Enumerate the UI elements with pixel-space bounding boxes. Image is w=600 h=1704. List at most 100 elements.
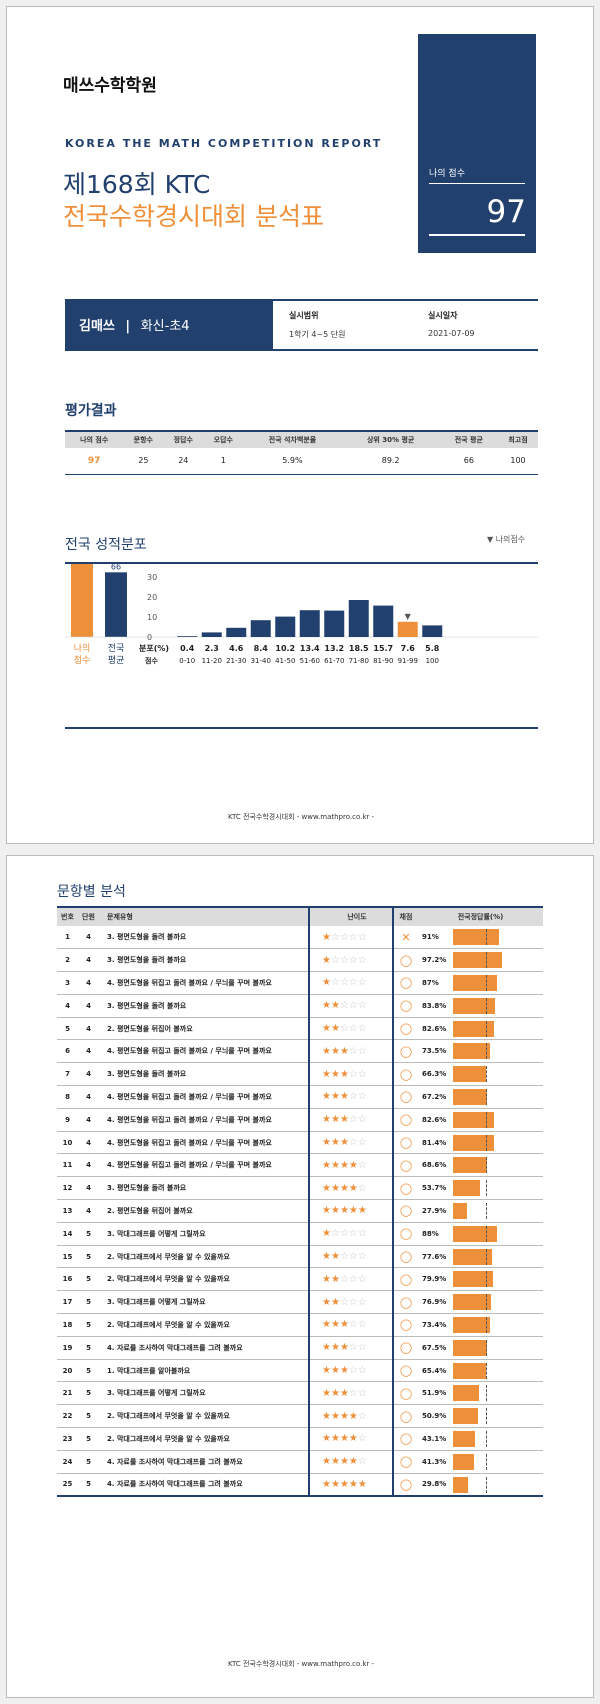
difficulty-stars: ★★★☆☆	[309, 1039, 394, 1064]
distribution-value-label: 2.3	[205, 644, 219, 653]
table-row: 12 4 3. 평면도형을 돌려 볼까요 ★★★★☆ ◯ 53.7%	[57, 1176, 543, 1201]
avg-score-bar	[105, 572, 127, 637]
star-icon: ☆	[339, 1000, 349, 1012]
star-icon: ★	[322, 1068, 331, 1080]
difficulty-stars: ★★★★☆	[309, 1404, 394, 1429]
unit-number: 5	[78, 1381, 99, 1406]
correct-rate-bar	[453, 1180, 480, 1197]
question-number: 14	[57, 1222, 78, 1246]
difficulty-stars: ★★★☆☆	[309, 1108, 394, 1132]
star-icon: ☆	[357, 1114, 367, 1126]
star-icon: ☆	[330, 954, 340, 966]
star-icon: ★	[348, 1182, 358, 1194]
star-icon: ☆	[357, 1456, 367, 1468]
correct-mark-icon: ◯	[399, 1295, 413, 1309]
question-number: 5	[57, 1017, 78, 1041]
question-type: 4. 자료를 조사하여 막대그래프를 그려 볼까요	[99, 1450, 310, 1474]
grading-mark: ◯	[393, 1336, 418, 1360]
correct-mark-icon: ◯	[399, 1181, 413, 1195]
correct-mark-icon: ◯	[399, 1432, 413, 1446]
table-row: 23 5 2. 막대그래프에서 무엇을 알 수 있을까요 ★★★★☆ ◯ 43.1%	[57, 1427, 543, 1451]
star-icon: ★	[322, 1000, 331, 1012]
star-icon: ★	[348, 1205, 358, 1217]
unit-number: 5	[78, 1290, 99, 1315]
question-number: 21	[57, 1381, 78, 1406]
question-number: 23	[57, 1427, 78, 1451]
score-range-label: 11-20	[202, 657, 222, 665]
question-number: 7	[57, 1062, 78, 1087]
correct-rate-value: 27.9%	[418, 1199, 452, 1223]
table-row: 19 5 4. 자료를 조사하여 막대그래프를 그려 볼까요 ★★★☆☆ ◯ 67.5%	[57, 1336, 543, 1360]
correct-rate-bar-cell	[452, 1313, 543, 1337]
question-type: 3. 평면도형을 돌려 볼까요	[99, 926, 310, 950]
correct-rate-value: 73.4%	[418, 1313, 452, 1337]
table-row: 16 5 2. 막대그래프에서 무엇을 알 수 있을까요 ★★☆☆☆ ◯ 79.9%	[57, 1267, 543, 1292]
my-score-label-1: 나의	[74, 643, 91, 654]
score-range-label: 81-90	[373, 657, 393, 665]
y-tick-label: 0	[147, 633, 152, 642]
correct-rate-bar	[453, 1248, 492, 1265]
difficulty-stars: ★☆☆☆☆	[309, 1222, 394, 1246]
unit-number: 5	[78, 1267, 99, 1292]
correct-mark-icon: ◯	[399, 999, 413, 1013]
correct-rate-bar-cell	[452, 1131, 543, 1155]
correct-rate-bar-cell	[452, 1404, 543, 1429]
star-icon: ★	[330, 1251, 340, 1263]
correct-rate-bar	[453, 997, 495, 1014]
score-axis-label: 점수	[145, 656, 158, 665]
question-number: 20	[57, 1359, 78, 1383]
unit-number: 4	[78, 1062, 99, 1087]
star-icon: ★	[330, 1387, 340, 1399]
star-icon: ★	[322, 954, 331, 966]
correct-rate-value: 82.6%	[418, 1108, 452, 1132]
star-icon: ★	[357, 1205, 367, 1217]
grading-mark: ◯	[393, 1131, 418, 1155]
star-icon: ★	[322, 1296, 331, 1308]
question-type: 2. 평면도형을 뒤집어 볼까요	[99, 1017, 310, 1041]
correct-rate-value: 50.9%	[418, 1404, 452, 1429]
table-row: 8 4 4. 평면도형을 뒤집고 돌려 볼까요 / 무늬를 꾸며 볼까요 ★★★☆☆ ◯…	[57, 1085, 543, 1109]
my-score-label: 나의 점수	[429, 169, 465, 179]
question-type: 4. 평면도형을 뒤집고 돌려 볼까요 / 무늬를 꾸며 볼까요	[99, 971, 310, 995]
correct-mark-icon: ◯	[399, 1455, 413, 1469]
star-icon: ★	[330, 1365, 340, 1377]
correct-rate-bar	[453, 1476, 468, 1493]
star-icon: ★	[330, 1478, 340, 1490]
score-range-label: 31-40	[251, 657, 271, 665]
correct-mark-icon: ◯	[399, 1204, 413, 1218]
question-number: 1	[57, 926, 78, 950]
correct-rate-bar	[453, 1203, 467, 1220]
header-cell: 전국 석차백분율	[243, 430, 342, 448]
question-number: 15	[57, 1245, 78, 1269]
y-tick-label: 30	[147, 573, 157, 582]
correct-rate-bar	[453, 1111, 495, 1128]
national-average-line	[486, 1453, 487, 1470]
correct-rate-bar	[453, 1020, 495, 1037]
my-score-box: 나의 점수 97	[418, 34, 536, 253]
scope-label: 실시범위	[289, 311, 319, 320]
star-icon: ★	[348, 1159, 358, 1171]
star-icon: ☆	[348, 977, 358, 989]
correct-rate-bar-cell	[452, 1108, 543, 1132]
difficulty-stars: ★★★☆☆	[309, 1313, 394, 1337]
correct-rate-value: 65.4%	[418, 1359, 452, 1383]
table-row: 21 5 3. 막대그래프를 어떻게 그릴까요 ★★★☆☆ ◯ 51.9%	[57, 1381, 543, 1406]
correct-rate-bar	[453, 1089, 487, 1106]
correct-rate-bar	[453, 929, 499, 945]
star-icon: ★	[322, 1045, 331, 1057]
difficulty-stars: ★★★☆☆	[309, 1359, 394, 1383]
header-cell: 상위 30% 평균	[341, 430, 440, 448]
question-number: 22	[57, 1404, 78, 1429]
correct-mark-icon: ◯	[399, 1090, 413, 1104]
national-average-line	[486, 1408, 487, 1425]
distribution-bar	[348, 600, 369, 637]
divider	[429, 234, 525, 236]
question-number: 9	[57, 1108, 78, 1132]
star-icon: ☆	[357, 1091, 367, 1103]
star-icon: ★	[339, 1045, 349, 1057]
star-icon: ☆	[348, 1273, 358, 1285]
score-range-label: 91-99	[398, 657, 418, 665]
results-table: 나의 점수 문항수 정답수 오답수 전국 석차백분율 상위 30% 평균 전국 …	[65, 430, 538, 475]
question-number: 25	[57, 1473, 78, 1497]
correct-rate-value: 68.6%	[418, 1153, 452, 1178]
